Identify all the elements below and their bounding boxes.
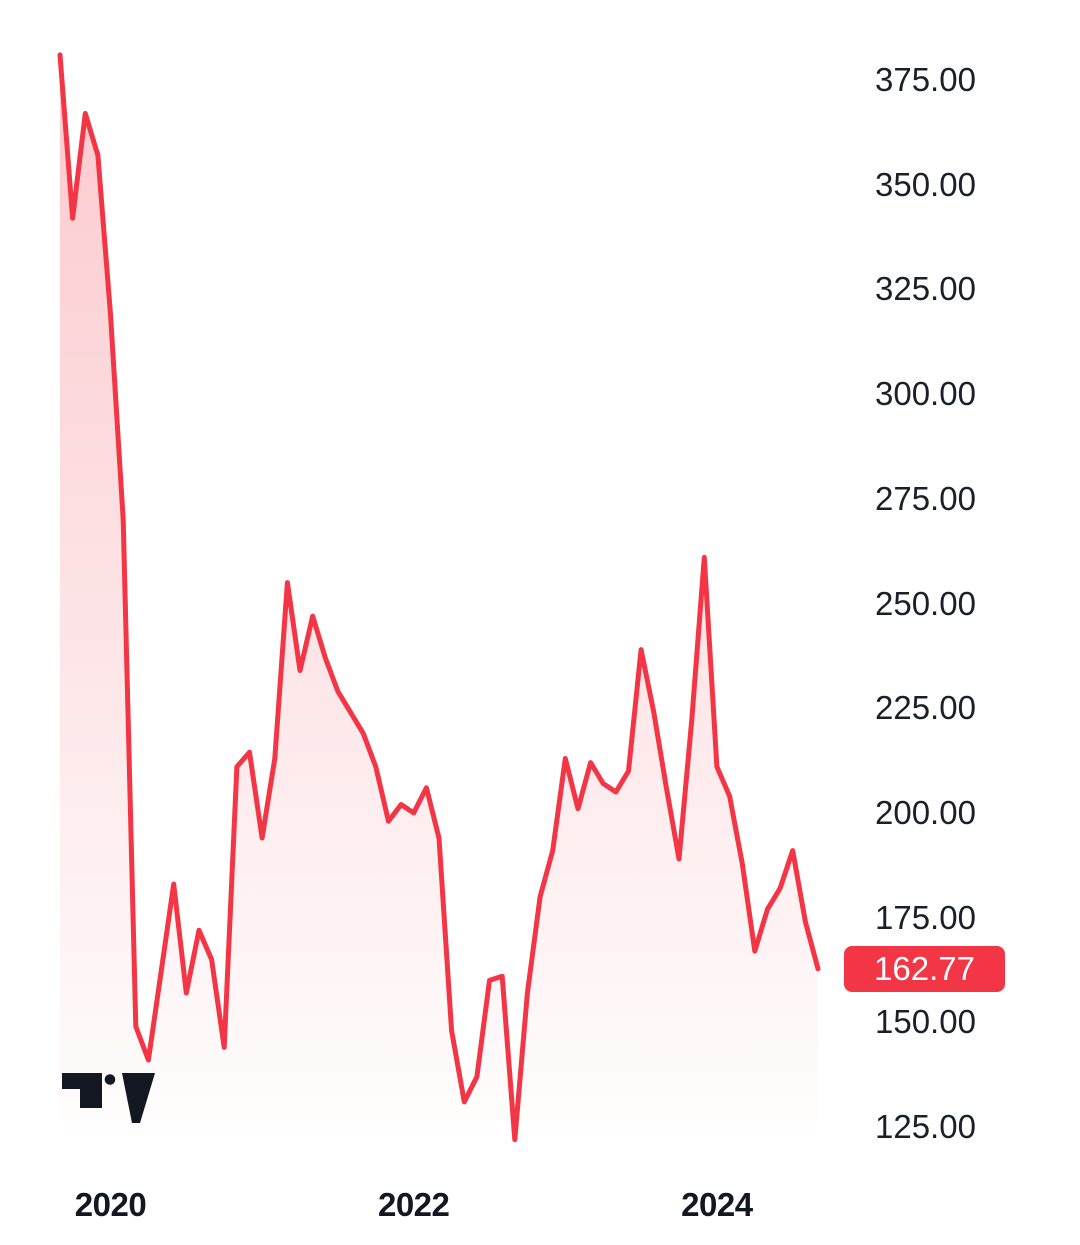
price-axis-label: 375.00 bbox=[875, 61, 976, 98]
price-axis-label: 350.00 bbox=[875, 165, 976, 203]
tradingview-logo-dot bbox=[104, 1074, 116, 1085]
price-axis-label: 250.00 bbox=[875, 584, 976, 622]
price-line bbox=[57, 52, 821, 1143]
price-axis-label: 150.00 bbox=[875, 1003, 976, 1041]
time-axis-label: 2022 bbox=[377, 1186, 450, 1223]
price-axis-label: 300.00 bbox=[875, 375, 976, 413]
tradingview-logo[interactable] bbox=[62, 1070, 158, 1127]
price-axis-label: 125.00 bbox=[875, 1108, 976, 1145]
area-fill bbox=[60, 54, 818, 1170]
tradingview-logo-t bbox=[62, 1073, 102, 1108]
price-axis-label: 275.00 bbox=[875, 479, 976, 517]
last-price-badge: 162.77 bbox=[844, 946, 1005, 992]
price-axis-label: 325.00 bbox=[875, 270, 976, 308]
time-axis-label: 2024 bbox=[681, 1186, 753, 1223]
price-axis-label: 225.00 bbox=[875, 689, 976, 727]
price-axis-label: 175.00 bbox=[875, 898, 976, 936]
tradingview-logo-v bbox=[122, 1073, 155, 1123]
price-axis-label: 200.00 bbox=[875, 793, 976, 831]
time-axis-label: 2020 bbox=[74, 1186, 147, 1223]
